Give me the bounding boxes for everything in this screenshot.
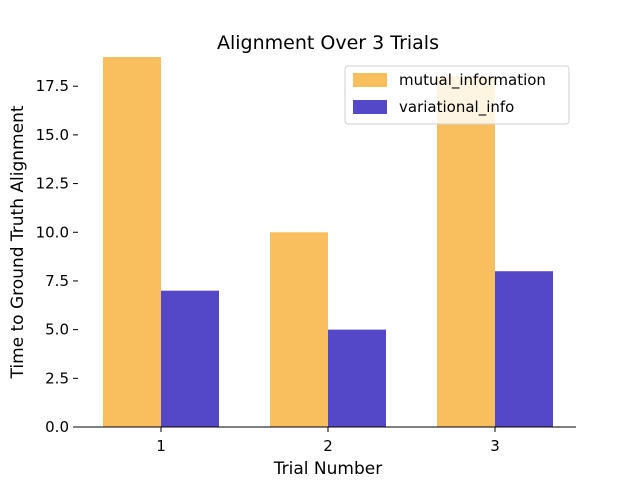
- bar-variational_info-1: [161, 291, 219, 427]
- legend-swatch-variational_info: [353, 100, 387, 114]
- y-tick-label: 0.0: [45, 418, 69, 436]
- y-tick-label: 15.0: [36, 126, 69, 144]
- legend-swatch-mutual_information: [353, 73, 387, 87]
- chart-title: Alignment Over 3 Trials: [217, 32, 439, 54]
- legend-label-variational_info: variational_info: [399, 98, 514, 117]
- y-tick-label: 2.5: [45, 369, 69, 387]
- bar-variational_info-3: [495, 271, 553, 427]
- x-tick-label: 3: [490, 437, 500, 455]
- y-tick-label: 12.5: [36, 175, 69, 193]
- y-tick-label: 10.0: [36, 223, 69, 241]
- y-tick-label: 17.5: [36, 77, 69, 95]
- y-axis-label: Time to Ground Truth Alignment: [8, 105, 28, 379]
- x-tick-label: 2: [323, 437, 333, 455]
- y-tick-label: 5.0: [45, 321, 69, 339]
- y-tick-label: 7.5: [45, 272, 69, 290]
- bar-mutual_information-2: [270, 232, 328, 427]
- legend: mutual_information variational_info: [345, 66, 569, 124]
- x-tick-label: 1: [156, 437, 166, 455]
- bar-mutual_information-1: [103, 57, 161, 427]
- y-axis: 0.0 2.5 5.0 7.5 10.0 12.5 15.0 17.5: [36, 77, 78, 436]
- x-axis-label: Trial Number: [273, 459, 382, 479]
- bar-variational_info-2: [328, 330, 386, 427]
- bar-mutual_information-3: [437, 76, 495, 427]
- legend-label-mutual_information: mutual_information: [399, 71, 546, 90]
- x-axis: 1 2 3: [78, 427, 576, 455]
